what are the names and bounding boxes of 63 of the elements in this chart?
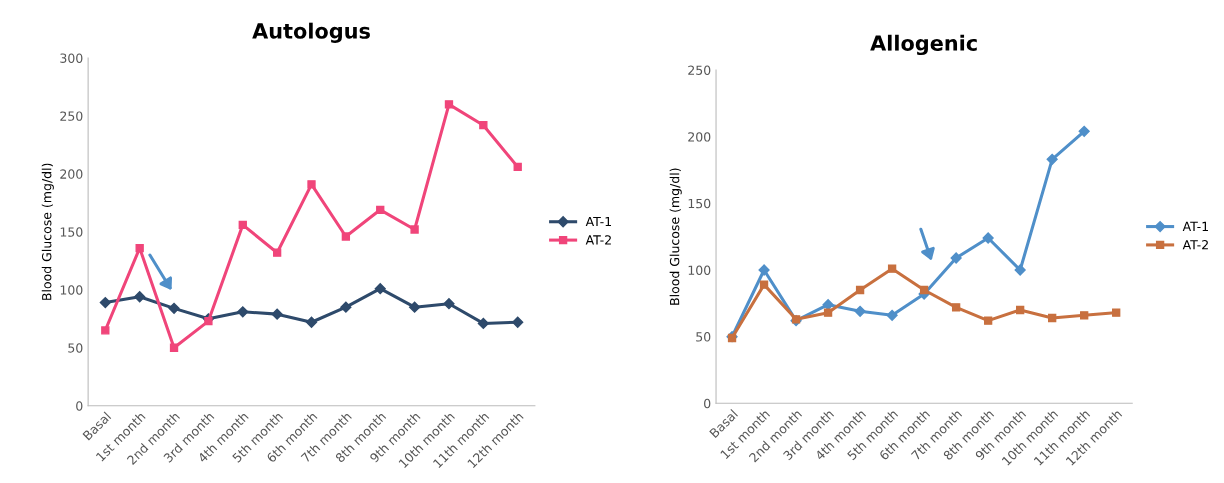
point (101, 326, 110, 335)
legend-label: AT-2 (585, 235, 611, 245)
y-tick-label: 150 (60, 227, 83, 237)
point (886, 309, 898, 321)
point (237, 306, 249, 318)
y-tick-label: 200 (688, 132, 711, 142)
point (855, 285, 865, 295)
y-tick-label: 0 (704, 398, 711, 409)
y-tick-label: 250 (60, 111, 83, 121)
point (376, 205, 385, 214)
point (854, 305, 866, 317)
point (479, 121, 488, 130)
point (99, 296, 111, 309)
point (887, 264, 897, 273)
point (982, 232, 994, 244)
point (1046, 153, 1058, 165)
point (169, 343, 179, 352)
y-tick-label: 200 (60, 169, 83, 179)
legend-label: AT-1 (1182, 221, 1208, 231)
point (134, 291, 146, 303)
point (1080, 311, 1089, 320)
point (1015, 305, 1025, 315)
y-tick-label: 100 (60, 285, 83, 295)
point (444, 100, 454, 109)
point (272, 248, 282, 257)
point (374, 283, 386, 295)
point (1048, 313, 1057, 323)
point (340, 301, 352, 313)
point (1112, 308, 1121, 317)
point (823, 308, 833, 317)
chart-title: Allogenic (870, 34, 977, 56)
point (271, 308, 283, 320)
y-tick-label: 50 (696, 332, 711, 342)
y-tick-label: 300 (60, 53, 83, 63)
point (1014, 264, 1026, 276)
point (512, 316, 524, 328)
point (950, 252, 962, 264)
point (513, 162, 522, 172)
point (443, 298, 455, 310)
y-tick-label: 50 (68, 343, 83, 353)
y-tick-label: 250 (688, 65, 711, 75)
y-tick-label: 100 (688, 265, 711, 275)
legend-label: AT-1 (585, 217, 611, 227)
point (238, 220, 247, 230)
legend-label: AT-2 (1182, 240, 1208, 250)
point (983, 316, 993, 325)
point (919, 285, 929, 295)
y-tick-label: 150 (688, 198, 711, 209)
point (307, 180, 316, 189)
point (410, 225, 419, 234)
point (168, 302, 180, 314)
y-axis-title: Blood Glucose (mg/dl) (41, 163, 54, 300)
point (951, 303, 961, 312)
point (305, 316, 318, 328)
point (1078, 125, 1090, 137)
point (409, 301, 421, 313)
point (135, 243, 144, 253)
point (477, 317, 489, 330)
point (759, 280, 769, 289)
chart-title: Autologus (252, 22, 370, 44)
point (341, 232, 351, 241)
y-axis-title: Blood Glucose (mg/dl) (669, 168, 682, 305)
y-tick-label: 0 (76, 401, 83, 411)
